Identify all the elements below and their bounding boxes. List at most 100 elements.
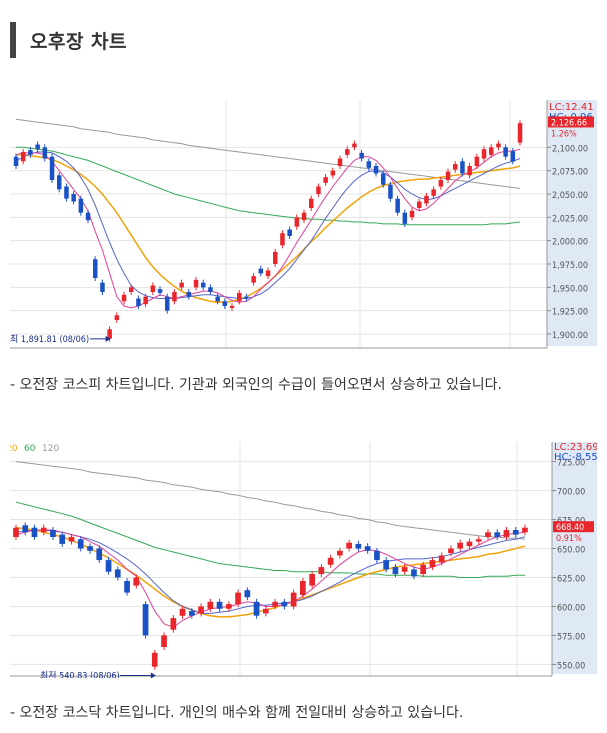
candle bbox=[78, 198, 84, 213]
candle bbox=[35, 144, 40, 150]
current-price-box bbox=[548, 116, 594, 128]
candle bbox=[129, 287, 134, 292]
candle bbox=[263, 608, 269, 614]
section-title: 오후장 차트 bbox=[10, 22, 127, 58]
candle bbox=[22, 525, 29, 533]
candle bbox=[222, 301, 228, 306]
candle bbox=[68, 536, 75, 542]
y-tick-label: 625.00 bbox=[557, 574, 585, 584]
candle bbox=[417, 201, 422, 208]
candle bbox=[448, 548, 454, 554]
candle bbox=[352, 143, 357, 148]
candle bbox=[323, 177, 328, 183]
candle bbox=[438, 555, 445, 563]
candle bbox=[42, 147, 48, 159]
low-label: 최저 540.83 (08/06) bbox=[40, 671, 120, 678]
candle bbox=[49, 156, 55, 180]
y-tick-label: 2,100.00 bbox=[552, 144, 588, 154]
y-tick-label: 700.00 bbox=[557, 488, 585, 498]
candle bbox=[31, 527, 38, 537]
y-tick-label: 600.00 bbox=[557, 603, 585, 613]
candle bbox=[165, 296, 170, 311]
candle bbox=[510, 151, 516, 162]
y-tick-label: 2,075.00 bbox=[552, 168, 588, 178]
candle bbox=[318, 567, 325, 575]
current-change: 1.26% bbox=[551, 129, 577, 139]
candle bbox=[345, 149, 350, 155]
candle bbox=[85, 212, 91, 221]
candle bbox=[309, 198, 314, 208]
y-tick-label: 725.00 bbox=[557, 459, 585, 469]
candle bbox=[13, 527, 19, 537]
candle bbox=[235, 592, 241, 605]
candle bbox=[50, 530, 56, 537]
candle bbox=[287, 229, 292, 236]
ma120-line bbox=[16, 146, 521, 226]
candle bbox=[402, 212, 408, 224]
kospi-chart[interactable]: 2,100.00 2,075.00 2,050.00 2,025.00 2,000.00… bbox=[10, 100, 597, 350]
candle bbox=[445, 171, 451, 180]
y-tick-label: 2,050.00 bbox=[552, 191, 588, 201]
candle bbox=[258, 268, 264, 274]
current-price-box bbox=[553, 521, 594, 533]
ma120-line bbox=[15, 501, 525, 578]
y-tick-label: 650.00 bbox=[557, 546, 585, 556]
title-accent-bar bbox=[10, 22, 16, 58]
lc-label: LC:23.69 bbox=[554, 442, 597, 453]
kospi-caption: - 오전장 코스피 차트입니다. 기관과 외국인의 수급이 들어오면서 상승하고… bbox=[10, 377, 502, 393]
candle bbox=[424, 195, 429, 204]
kosdaq-chart-svg[interactable]: 725.00700.00675.00650.00625.00600.00575.… bbox=[10, 442, 597, 678]
ma5-line bbox=[15, 529, 526, 628]
candle bbox=[388, 184, 393, 199]
candle bbox=[96, 548, 103, 561]
low-arrow-head bbox=[105, 335, 111, 342]
candle bbox=[100, 282, 105, 292]
y-tick-label: 1,925.00 bbox=[552, 308, 588, 318]
candle bbox=[512, 530, 519, 535]
candle bbox=[215, 296, 220, 302]
candle bbox=[57, 175, 62, 190]
candle bbox=[161, 635, 167, 647]
candle bbox=[77, 539, 84, 549]
candle bbox=[496, 143, 501, 148]
candle bbox=[124, 581, 130, 593]
candle bbox=[151, 652, 158, 667]
candle bbox=[114, 569, 121, 578]
candle bbox=[216, 601, 223, 609]
low-arrow-head bbox=[150, 672, 156, 678]
candle bbox=[359, 152, 364, 159]
candle bbox=[244, 590, 251, 598]
ma5-line bbox=[15, 148, 521, 309]
candle bbox=[273, 251, 278, 264]
candle bbox=[121, 294, 127, 302]
candle bbox=[157, 289, 163, 293]
y-tick-label: 575.00 bbox=[557, 632, 585, 642]
candle bbox=[201, 282, 206, 288]
kosdaq-chart[interactable]: 725.00700.00675.00650.00625.00600.00575.… bbox=[10, 442, 597, 678]
candle bbox=[517, 123, 523, 143]
current-price: 668.40 bbox=[556, 523, 584, 533]
y-tick-label: 2,025.00 bbox=[552, 214, 588, 224]
candle bbox=[105, 560, 112, 572]
candle bbox=[133, 577, 140, 586]
candle bbox=[290, 592, 297, 607]
candle bbox=[208, 287, 213, 292]
candle bbox=[431, 189, 436, 196]
candle bbox=[409, 210, 415, 218]
candle bbox=[337, 158, 343, 166]
candle bbox=[281, 601, 288, 607]
y-tick-label: 1,950.00 bbox=[552, 284, 588, 294]
candle bbox=[198, 606, 204, 614]
candle bbox=[179, 608, 186, 616]
candle bbox=[474, 156, 480, 166]
candle bbox=[150, 285, 156, 292]
candle bbox=[207, 601, 214, 609]
kospi-chart-svg[interactable]: 2,100.00 2,075.00 2,050.00 2,025.00 2,000.00… bbox=[10, 100, 597, 350]
section-title-text: 오후장 차트 bbox=[30, 30, 128, 53]
ma-legend-60: 60 bbox=[24, 444, 36, 454]
candle bbox=[460, 161, 465, 174]
candle bbox=[251, 276, 256, 283]
candle bbox=[457, 542, 463, 549]
ma-legend-20: 20 bbox=[10, 444, 18, 454]
current-price: 2,126.66 bbox=[551, 118, 587, 128]
